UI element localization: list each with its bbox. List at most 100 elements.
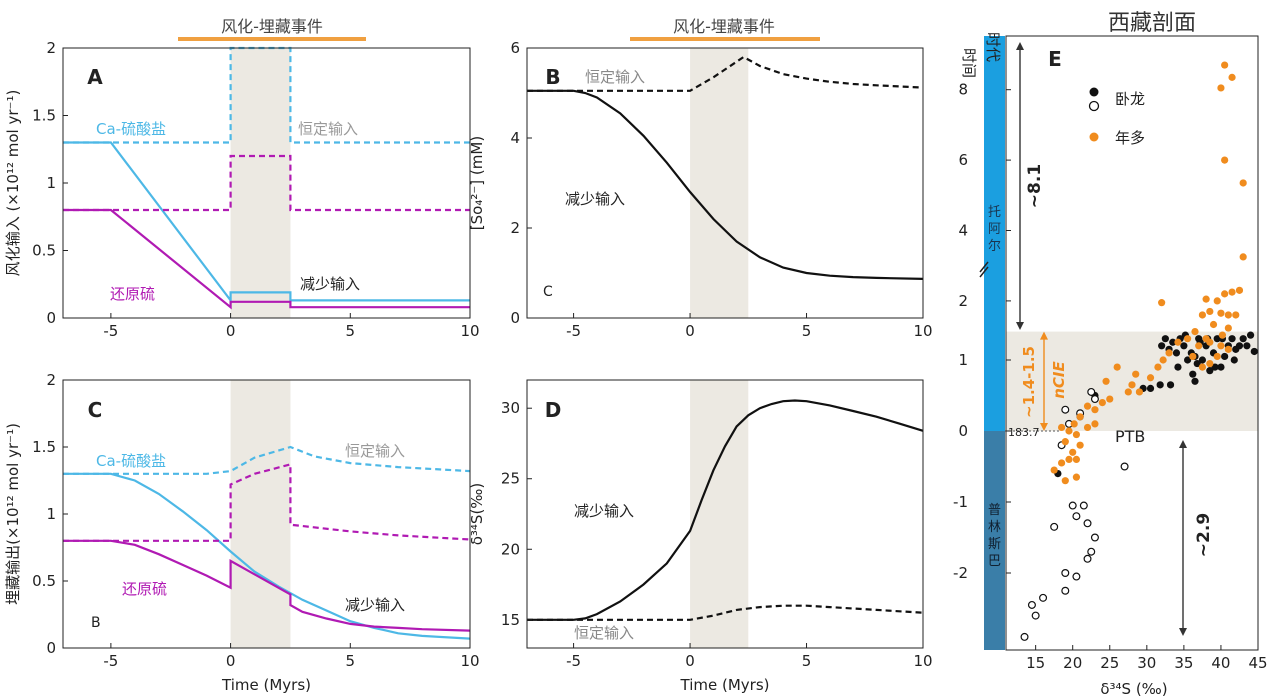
point-wolong-open bbox=[1083, 554, 1092, 563]
boundary-age-label: 183.7 bbox=[1008, 426, 1040, 439]
point-nianduo bbox=[1083, 423, 1092, 432]
point-nianduo bbox=[1154, 363, 1162, 371]
point-nianduo bbox=[1072, 473, 1081, 481]
x-tick-label: 10 bbox=[913, 322, 932, 340]
point-nianduo bbox=[1057, 459, 1066, 467]
point-nianduo bbox=[1206, 359, 1214, 368]
point-nianduo bbox=[1235, 286, 1244, 294]
point-nianduo bbox=[1159, 356, 1167, 364]
point-wolong-filled bbox=[1213, 335, 1221, 343]
x-axis-label: δ³⁴S (‰) bbox=[1100, 680, 1167, 698]
column-header-era: 时代 bbox=[984, 32, 1002, 62]
point-wolong-filled bbox=[1161, 335, 1169, 343]
stage-name-toarcian: 托 bbox=[988, 205, 1001, 220]
point-wolong-open bbox=[1090, 533, 1099, 542]
point-nianduo bbox=[1213, 297, 1221, 305]
series-line-D-0 bbox=[527, 604, 924, 621]
y-tick-label: 8 bbox=[958, 81, 968, 99]
point-wolong-open bbox=[1079, 501, 1088, 510]
y-tick-label: 1.5 bbox=[32, 107, 56, 125]
point-nianduo bbox=[1191, 328, 1199, 336]
point-wolong-filled bbox=[1166, 381, 1175, 389]
point-wolong-filled bbox=[1193, 359, 1201, 368]
series-annotation: 还原硫 bbox=[122, 580, 167, 598]
point-nianduo bbox=[1221, 61, 1229, 69]
axis-break-mark bbox=[979, 261, 989, 273]
point-nianduo bbox=[1091, 406, 1099, 414]
annotation-upper: ~8.1 bbox=[1025, 164, 1045, 208]
point-nianduo bbox=[1113, 363, 1121, 371]
stage-name-pliensbachian: 林 bbox=[988, 520, 1001, 535]
point-wolong-open bbox=[1068, 501, 1077, 510]
legend-label-nianduo: 年多 bbox=[1115, 129, 1145, 147]
legend-marker-open bbox=[1088, 100, 1100, 112]
panel-label: B bbox=[545, 65, 560, 89]
point-nianduo bbox=[1221, 156, 1229, 164]
point-nianduo bbox=[1217, 84, 1225, 92]
x-tick-label: 10 bbox=[460, 322, 479, 340]
y-tick-label: 1.5 bbox=[32, 438, 56, 456]
series-annotation: 恒定输入 bbox=[345, 442, 405, 460]
point-nianduo bbox=[1224, 324, 1232, 332]
point-nianduo bbox=[1213, 352, 1221, 361]
y-tick-label: 20 bbox=[501, 540, 520, 558]
point-nianduo bbox=[1072, 430, 1081, 439]
point-wolong-filled bbox=[1169, 338, 1177, 346]
panel-label: A bbox=[87, 65, 103, 89]
series-annotation: Ca-硫酸盐 bbox=[96, 452, 166, 470]
series-annotation: 减少输入 bbox=[345, 596, 405, 614]
stage-name-pliensbachian: 斯 bbox=[988, 537, 1001, 552]
point-nianduo bbox=[1217, 342, 1225, 350]
x-tick-label: 0 bbox=[685, 652, 695, 670]
point-nianduo bbox=[1202, 295, 1210, 303]
series-annotation: 减少输入 bbox=[300, 275, 360, 293]
y-tick-label: 2 bbox=[510, 219, 520, 237]
shaded-interval-B bbox=[690, 48, 749, 318]
x-tick-label: 30 bbox=[1137, 654, 1156, 672]
point-nianduo bbox=[1065, 455, 1073, 463]
point-wolong-filled bbox=[1180, 342, 1188, 350]
series-lines bbox=[63, 46, 924, 640]
axes bbox=[62, 35, 1259, 651]
arrow-lower-head-bottom bbox=[1179, 628, 1187, 636]
y-tick-label: 2 bbox=[46, 39, 56, 57]
axis-break-mark bbox=[979, 266, 989, 278]
axis-frame-B bbox=[526, 47, 924, 319]
y-tick-label: 2 bbox=[958, 292, 968, 310]
point-nianduo bbox=[1132, 370, 1140, 378]
point-wolong-filled bbox=[1174, 363, 1182, 371]
point-nianduo bbox=[1061, 477, 1069, 485]
arrow-ncie-head-bottom bbox=[1040, 423, 1048, 431]
y-tick-label: 4 bbox=[958, 222, 968, 240]
point-wolong-filled bbox=[1191, 377, 1199, 385]
x-tick-label: -5 bbox=[566, 652, 581, 670]
y-tick-label: 0.5 bbox=[32, 242, 56, 260]
point-nianduo bbox=[1206, 307, 1214, 316]
point-nianduo bbox=[1165, 349, 1173, 357]
point-nianduo bbox=[1135, 388, 1144, 396]
arrow-lower-head-top bbox=[1179, 440, 1187, 448]
point-wolong-open bbox=[1039, 593, 1048, 602]
series-line-A-2 bbox=[63, 154, 470, 212]
ptb-label: PTB bbox=[1115, 427, 1145, 446]
point-wolong-filled bbox=[1189, 370, 1197, 378]
point-nianduo bbox=[1070, 420, 1078, 428]
point-nianduo bbox=[1124, 388, 1132, 396]
legend-label-wolong: 卧龙 bbox=[1115, 90, 1145, 108]
point-nianduo bbox=[1128, 381, 1136, 389]
legend-marker-nianduo bbox=[1089, 132, 1099, 142]
series-line-A-1 bbox=[63, 141, 470, 304]
y-axis-label: δ³⁴S(‰) bbox=[468, 483, 486, 546]
point-wolong-filled bbox=[1221, 352, 1229, 361]
legend-marker-filled bbox=[1089, 87, 1099, 97]
x-tick-label: -5 bbox=[103, 652, 118, 670]
point-nianduo bbox=[1069, 448, 1077, 456]
series-line-C-1 bbox=[63, 472, 471, 640]
point-wolong-open bbox=[1050, 522, 1059, 531]
point-wolong-filled bbox=[1250, 347, 1258, 356]
event-label-right: 风化-埋藏事件 bbox=[673, 17, 775, 36]
series-line-C-3 bbox=[63, 539, 471, 632]
stage-name-pliensbachian: 普 bbox=[988, 503, 1001, 518]
annotation-lower: ~2.9 bbox=[1194, 513, 1214, 557]
series-annotation: 恒定输入 bbox=[585, 68, 645, 86]
